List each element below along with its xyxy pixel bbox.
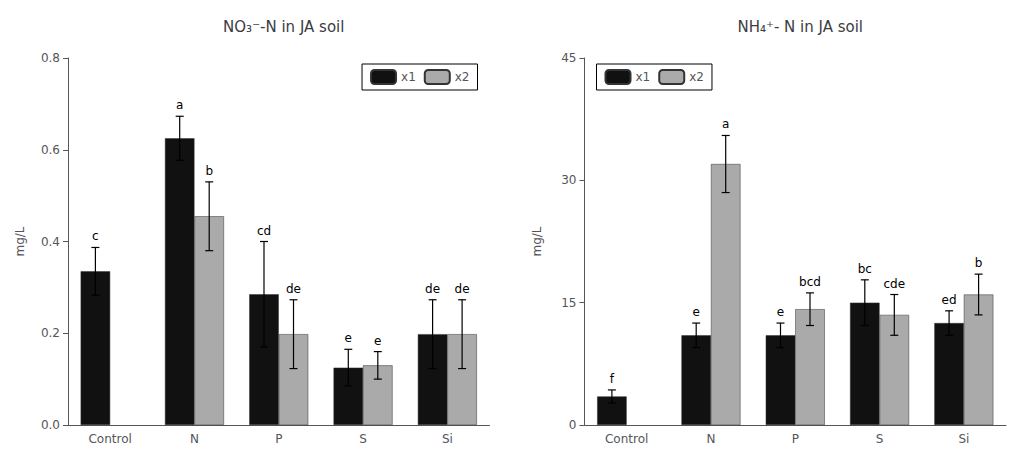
svg-text:a: a (176, 98, 183, 112)
svg-text:0.6: 0.6 (41, 143, 60, 157)
svg-text:N: N (706, 432, 715, 446)
svg-text:de: de (286, 282, 301, 296)
svg-text:P: P (275, 432, 282, 446)
svg-text:b: b (205, 164, 213, 178)
svg-text:cde: cde (883, 277, 905, 291)
svg-text:e: e (777, 305, 784, 319)
svg-text:de: de (425, 282, 440, 296)
svg-text:P: P (792, 432, 799, 446)
svg-text:x1: x1 (401, 70, 416, 84)
svg-text:c: c (92, 229, 99, 243)
svg-text:N: N (190, 432, 199, 446)
svg-text:0.0: 0.0 (41, 418, 60, 432)
svg-text:S: S (876, 432, 884, 446)
svg-text:0.4: 0.4 (41, 235, 60, 249)
svg-text:e: e (345, 331, 352, 345)
svg-text:a: a (722, 117, 729, 131)
svg-text:e: e (693, 305, 700, 319)
svg-text:de: de (455, 282, 470, 296)
svg-text:NO₃⁻-N in JA soil: NO₃⁻-N in JA soil (223, 18, 344, 36)
svg-text:mg/L: mg/L (530, 226, 544, 256)
svg-text:x1: x1 (636, 70, 651, 84)
svg-text:45: 45 (561, 51, 576, 65)
svg-text:x2: x2 (455, 70, 470, 84)
svg-text:Si: Si (442, 432, 453, 446)
svg-text:30: 30 (561, 173, 576, 187)
svg-text:0.2: 0.2 (41, 326, 60, 340)
svg-text:Si: Si (958, 432, 969, 446)
svg-text:15: 15 (561, 296, 576, 310)
svg-text:0.8: 0.8 (41, 51, 60, 65)
svg-text:x2: x2 (689, 70, 704, 84)
svg-text:f: f (610, 372, 615, 386)
svg-text:0: 0 (569, 418, 577, 432)
svg-text:mg/L: mg/L (13, 226, 27, 256)
svg-text:cd: cd (257, 224, 271, 238)
svg-text:Control: Control (605, 432, 648, 446)
svg-text:Control: Control (88, 432, 131, 446)
svg-text:NH₄⁺- N in JA soil: NH₄⁺- N in JA soil (737, 18, 863, 36)
svg-text:S: S (359, 432, 367, 446)
svg-text:bcd: bcd (799, 275, 821, 289)
svg-text:b: b (975, 256, 983, 270)
svg-text:bc: bc (858, 262, 872, 276)
svg-text:ed: ed (942, 293, 957, 307)
svg-text:e: e (374, 334, 381, 348)
